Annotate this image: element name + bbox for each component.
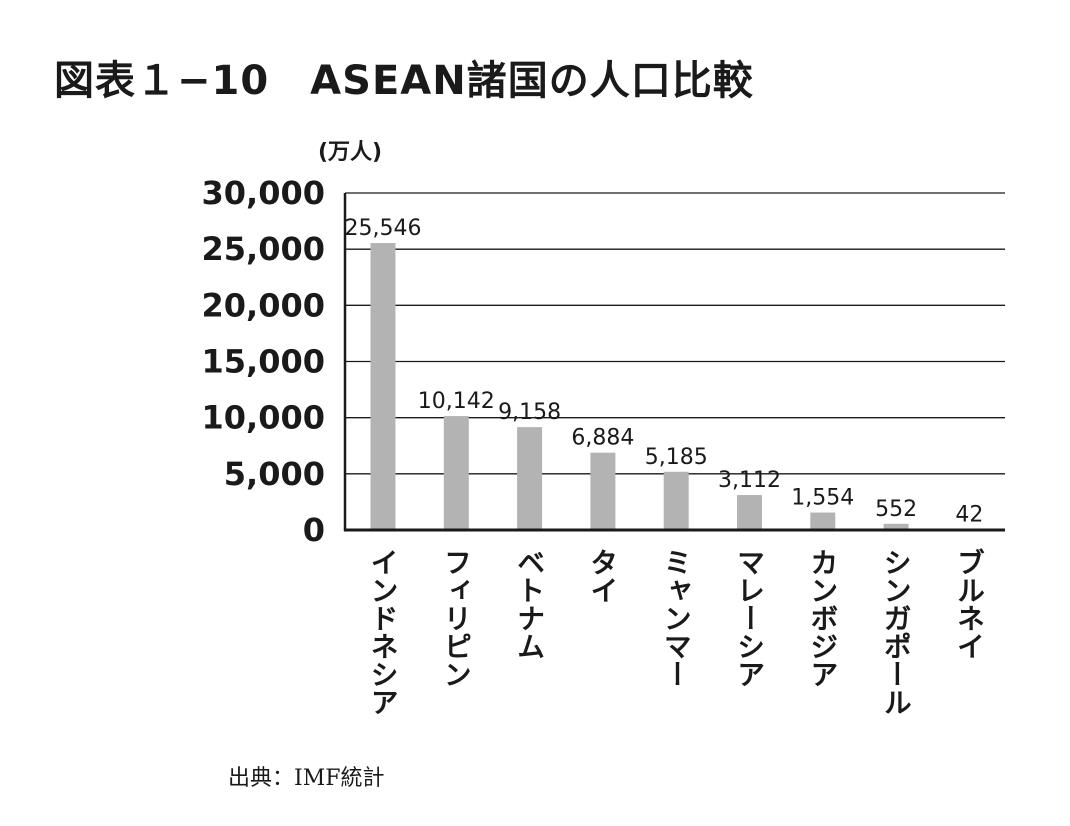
bar-value-label: 6,884: [571, 426, 634, 451]
bar: [370, 243, 396, 530]
bar: [517, 427, 543, 530]
bar: [883, 523, 909, 530]
y-tick-label: 20,000: [202, 286, 325, 324]
bar-value-label: 42: [955, 503, 983, 528]
y-tick-label: 15,000: [202, 343, 325, 381]
bar-value-label: 552: [875, 497, 917, 522]
x-category-label: タイ: [586, 548, 619, 604]
bar: [737, 495, 762, 530]
x-category-label: ブルネイ: [953, 548, 986, 660]
y-tick-label: 25,000: [202, 230, 325, 268]
x-category-label: ミャンマー: [660, 548, 693, 688]
bar: [443, 416, 469, 530]
x-category-label: カンボジア: [806, 548, 839, 688]
bar-value-label: 9,158: [498, 400, 561, 425]
y-tick-label: 10,000: [202, 399, 325, 437]
bar-value-label: 3,112: [718, 468, 781, 493]
x-category-label: インドネシア: [367, 548, 400, 716]
bar: [590, 452, 616, 530]
bar-value-label: 25,546: [345, 216, 422, 241]
bar-value-label: 1,554: [791, 486, 854, 511]
x-category-label: シンガポール: [880, 548, 913, 716]
x-category-label: ベトナム: [513, 548, 546, 660]
x-category-label: マレーシア: [733, 548, 766, 688]
y-tick-label: 5,000: [224, 455, 325, 493]
y-axis-unit-label: (万人): [318, 140, 383, 165]
bar: [663, 471, 689, 530]
chart-title: 図表１−10 ASEAN諸国の人口比較: [54, 58, 754, 104]
bar-value-label: 10,142: [418, 389, 495, 414]
y-tick-label: 30,000: [202, 174, 325, 212]
y-tick-label: 0: [303, 511, 325, 549]
bar: [810, 512, 836, 530]
x-category-label: フィリピン: [440, 548, 473, 688]
source-note: 出典：IMF統計: [228, 766, 385, 791]
bar-value-label: 5,185: [645, 445, 708, 470]
